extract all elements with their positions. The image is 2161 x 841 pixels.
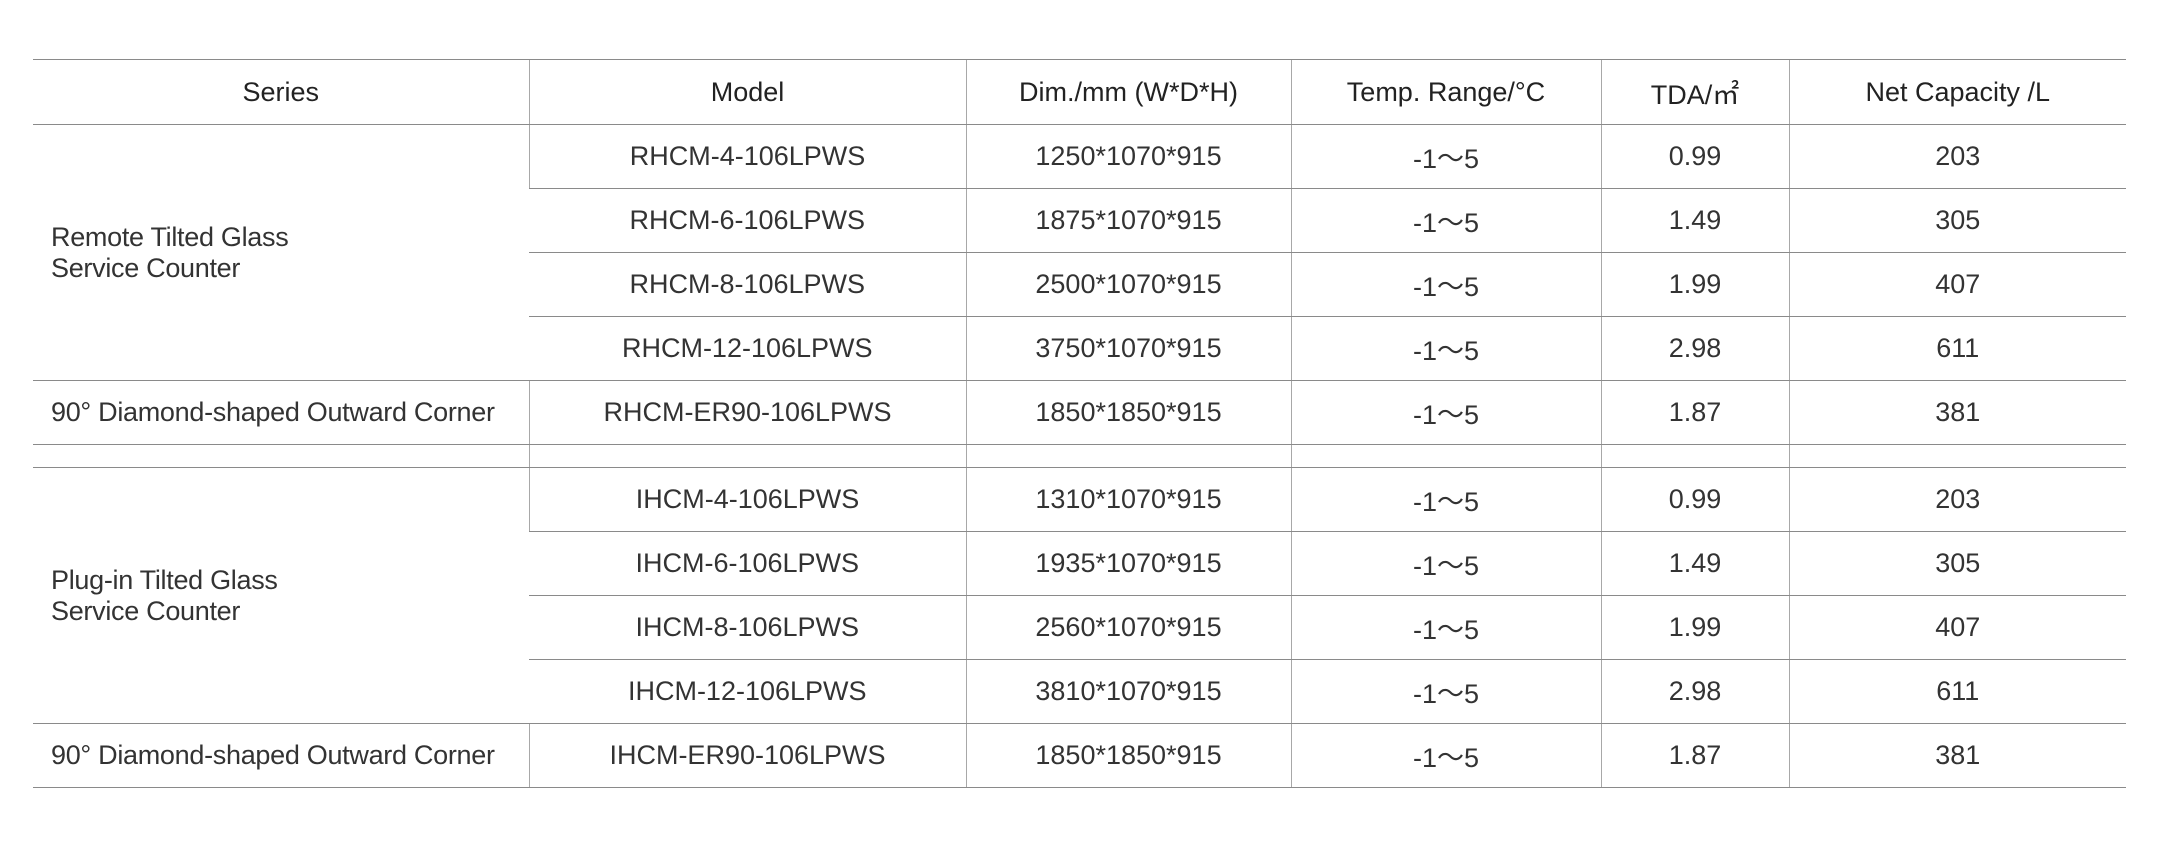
- series-line: Remote Tilted Glass: [51, 221, 289, 252]
- data-row: IHCM-12-106LPWS 3810*1070*915 -1～5 2.98 611: [33, 659, 2126, 724]
- cell: 1250*1070*915: [965, 124, 1291, 189]
- header-cell: TDA/㎡: [1600, 59, 1789, 125]
- cell: 611: [1788, 659, 2126, 724]
- data-row: 90° Diamond-shaped Outward Corner IHCM-ER…: [33, 723, 2126, 788]
- spacer-row: [33, 444, 2126, 468]
- cell: -1～5: [1290, 316, 1601, 381]
- empty-cell: [528, 444, 966, 468]
- cell: IHCM-4-106LPWS: [528, 467, 966, 532]
- cell: 1.99: [1600, 252, 1789, 317]
- cell: RHCM-8-106LPWS: [529, 252, 966, 317]
- cell: 1.87: [1600, 723, 1789, 788]
- cell: 2500*1070*915: [965, 252, 1291, 317]
- header-cell: Temp. Range/°C: [1290, 59, 1601, 125]
- series-line: Service Counter: [51, 252, 241, 283]
- cell: 3750*1070*915: [965, 316, 1291, 381]
- cell: 0.99: [1600, 467, 1789, 532]
- series-cell: 90° Diamond-shaped Outward Corner: [33, 723, 529, 788]
- cell: -1～5: [1290, 124, 1601, 189]
- cell: -1～5: [1290, 595, 1601, 660]
- data-row: Remote Tilted Glass Service Counter RHCM-4…: [33, 124, 2126, 381]
- cell: -1～5: [1290, 723, 1601, 788]
- cell: RHCM-4-106LPWS: [528, 124, 966, 189]
- spec-table: Series Model Dim./mm (W*D*H) Temp. Range/°C…: [33, 59, 2126, 788]
- cell: 305: [1788, 531, 2126, 596]
- cell: IHCM-12-106LPWS: [529, 659, 966, 724]
- data-row: Plug-in Tilted Glass Service Counter IHCM-…: [33, 467, 2126, 724]
- empty-cell: [1600, 444, 1789, 468]
- cell: 203: [1788, 467, 2126, 532]
- cell: -1～5: [1290, 659, 1601, 724]
- cell: 407: [1788, 595, 2126, 660]
- cell: 305: [1788, 188, 2126, 253]
- series-line: Plug-in Tilted Glass: [51, 564, 278, 595]
- cell: 3810*1070*915: [965, 659, 1291, 724]
- cell: 1.99: [1600, 595, 1789, 660]
- cell: -1～5: [1290, 531, 1601, 596]
- cell: IHCM-8-106LPWS: [529, 595, 966, 660]
- cell: 1310*1070*915: [965, 467, 1291, 532]
- empty-cell: [1788, 444, 2126, 468]
- cell: 611: [1788, 316, 2126, 381]
- cell: -1～5: [1290, 467, 1601, 532]
- cell: RHCM-12-106LPWS: [529, 316, 966, 381]
- cell: 1.87: [1600, 380, 1789, 445]
- data-row: RHCM-8-106LPWS 2500*1070*915 -1～5 1.99 407: [33, 252, 2126, 317]
- series-line: 90° Diamond-shaped Outward Corner: [51, 740, 495, 770]
- series-cell: Remote Tilted Glass Service Counter: [33, 124, 529, 381]
- cell: 1850*1850*915: [965, 723, 1291, 788]
- cell: 407: [1788, 252, 2126, 317]
- cell: 381: [1788, 723, 2126, 788]
- cell: 381: [1788, 380, 2126, 445]
- empty-cell: [33, 444, 529, 468]
- cell: RHCM-ER90-106LPWS: [528, 380, 966, 445]
- header-cell: Net Capacity /L: [1788, 59, 2126, 125]
- header-cell: Dim./mm (W*D*H): [965, 59, 1291, 125]
- series-line: 90° Diamond-shaped Outward Corner: [51, 397, 495, 427]
- cell: 1935*1070*915: [965, 531, 1291, 596]
- empty-cell: [965, 444, 1291, 468]
- cell: 1875*1070*915: [965, 188, 1291, 253]
- cell: -1～5: [1290, 252, 1601, 317]
- cell: -1～5: [1290, 380, 1601, 445]
- header-cell: Model: [528, 59, 966, 125]
- cell: 2.98: [1600, 659, 1789, 724]
- cell: 1850*1850*915: [965, 380, 1291, 445]
- data-row: IHCM-8-106LPWS 2560*1070*915 -1～5 1.99 407: [33, 595, 2126, 660]
- cell: IHCM-ER90-106LPWS: [528, 723, 966, 788]
- series-cell: 90° Diamond-shaped Outward Corner: [33, 380, 529, 445]
- data-row: IHCM-6-106LPWS 1935*1070*915 -1～5 1.49 305: [33, 531, 2126, 596]
- cell: 2.98: [1600, 316, 1789, 381]
- cell: -1～5: [1290, 188, 1601, 253]
- cell: 0.99: [1600, 124, 1789, 189]
- cell: 1.49: [1600, 188, 1789, 253]
- empty-cell: [1290, 444, 1601, 468]
- cell: 1.49: [1600, 531, 1789, 596]
- cell: 2560*1070*915: [965, 595, 1291, 660]
- data-row: RHCM-6-106LPWS 1875*1070*915 -1～5 1.49 305: [33, 188, 2126, 253]
- series-line: Service Counter: [51, 595, 241, 626]
- series-cell: Plug-in Tilted Glass Service Counter: [33, 467, 529, 724]
- header-row: Series Model Dim./mm (W*D*H) Temp. Range/°C…: [33, 59, 2126, 125]
- cell: 203: [1788, 124, 2126, 189]
- header-cell: Series: [33, 59, 529, 125]
- data-row: 90° Diamond-shaped Outward Corner RHCM-ER…: [33, 380, 2126, 445]
- cell: RHCM-6-106LPWS: [529, 188, 966, 253]
- cell: IHCM-6-106LPWS: [529, 531, 966, 596]
